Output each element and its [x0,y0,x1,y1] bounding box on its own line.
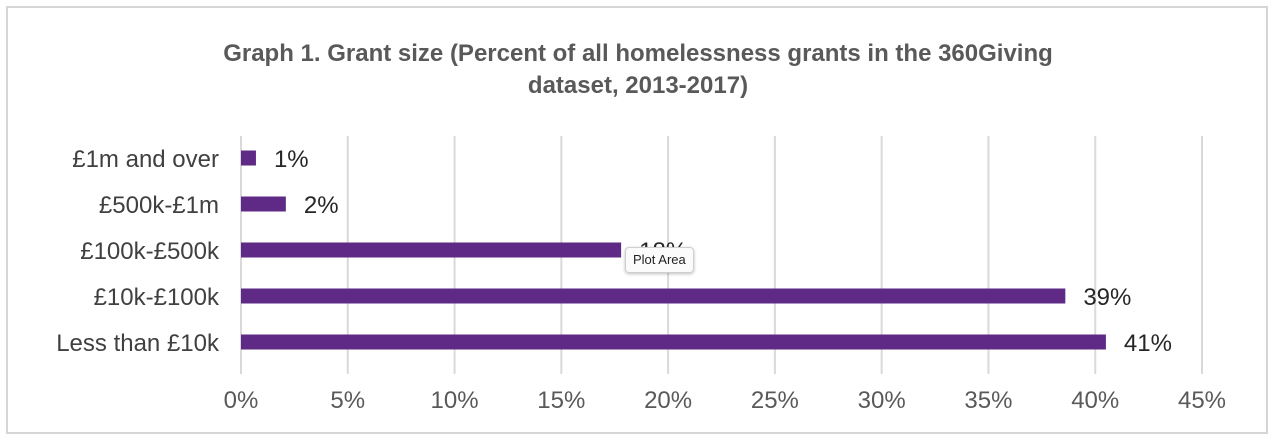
x-tick-label: 30% [858,387,906,414]
category-label: £10k-£100k [94,284,220,311]
data-label: 41% [1124,330,1172,357]
x-tick-label: 35% [964,387,1012,414]
x-tick-label: 10% [431,387,479,414]
plot-area-tooltip: Plot Area [625,247,694,273]
category-label: £1m and over [72,146,219,173]
bar [241,288,1066,304]
bar [241,334,1106,350]
chart-title-line-2: dataset, 2013-2017) [527,72,749,99]
category-label: Less than £10k [56,330,220,357]
chart-title-line-1: Graph 1. Grant size (Percent of all home… [223,40,1053,67]
category-label: £100k-£500k [80,238,220,265]
x-tick-label: 15% [537,387,585,414]
bar [241,150,256,166]
chart-title[interactable]: Graph 1. Grant size (Percent of all home… [0,38,1276,102]
x-tick-label: 45% [1178,387,1226,414]
data-label: 39% [1083,284,1131,311]
x-tick-label: 25% [751,387,799,414]
x-tick-label: 20% [644,387,692,414]
bar [241,196,286,212]
x-tick-label: 5% [330,387,365,414]
x-tick-label: 0% [224,387,259,414]
category-label: £500k-£1m [99,192,219,219]
data-label: 2% [304,192,339,219]
data-label: 1% [274,146,309,173]
bar [241,242,622,258]
chart-frame [6,6,1268,434]
x-tick-label: 40% [1071,387,1119,414]
